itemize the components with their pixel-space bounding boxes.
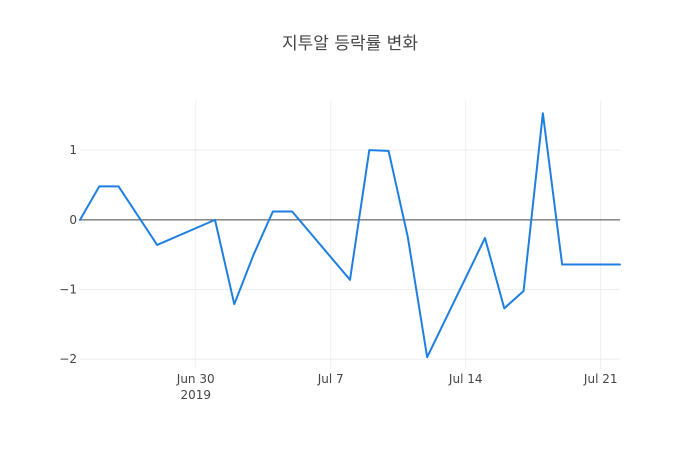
x-tick-label: Jul 14	[448, 372, 483, 386]
x-tick-label: Jun 30	[176, 372, 215, 386]
x-axis-ticks: Jun 30 2019 Jul 7 Jul 14 Jul 21	[176, 372, 618, 402]
series-group	[79, 112, 621, 359]
y-tick-label: 0	[69, 213, 77, 227]
y-tick-label: 1	[69, 143, 77, 157]
y-axis-ticks: −2 −1 0 1	[59, 143, 77, 366]
y-tick-label: −1	[59, 283, 77, 297]
y-tick-label: −2	[59, 352, 77, 366]
chart-title: 지투알 등락률 변화	[282, 34, 418, 54]
x-tick-year-label: 2019	[180, 388, 211, 402]
x-tick-label: Jul 7	[317, 372, 344, 386]
x-tick-label: Jul 21	[583, 372, 618, 386]
grid-lines	[80, 100, 620, 369]
series-line	[79, 112, 621, 359]
